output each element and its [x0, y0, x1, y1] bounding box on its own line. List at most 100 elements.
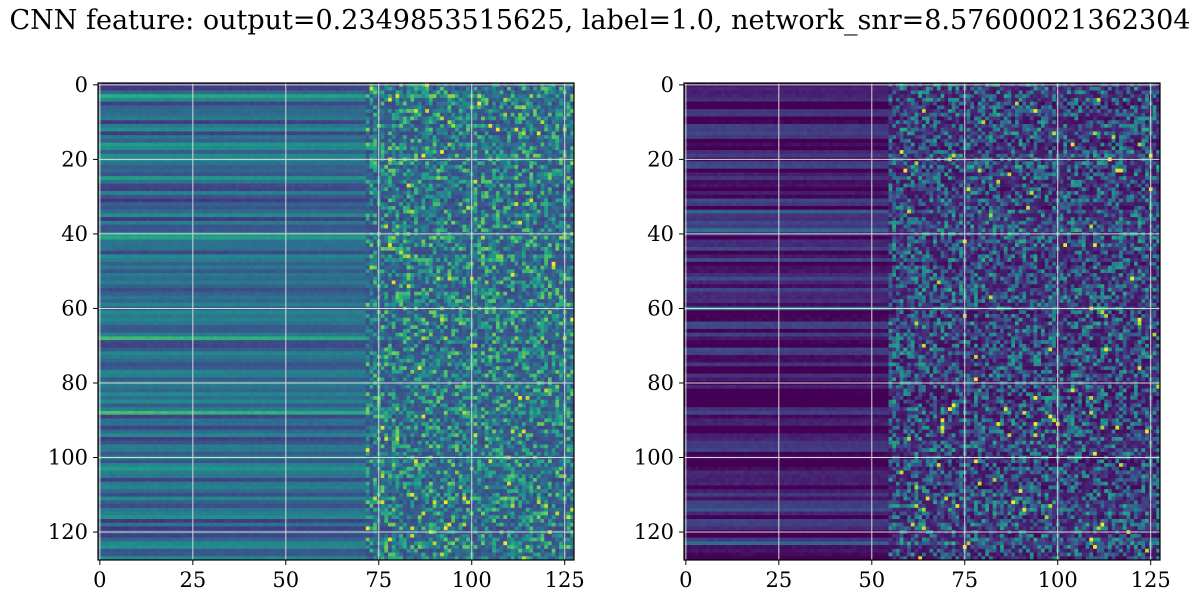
heatmap-cell: [117, 90, 121, 94]
heatmap-cell: [120, 221, 124, 225]
heatmap-cell: [358, 210, 362, 214]
heatmap-cell: [373, 195, 377, 199]
heatmap-cell: [526, 124, 530, 128]
heatmap-cell: [169, 150, 173, 154]
heatmap-cell: [448, 102, 452, 106]
heatmap-cell: [451, 172, 455, 176]
heatmap-cell: [403, 161, 407, 165]
heatmap-cell: [295, 150, 299, 154]
heatmap-cell: [459, 131, 463, 135]
heatmap-cell: [444, 146, 448, 150]
heatmap-cell: [210, 161, 214, 165]
heatmap-cell: [559, 109, 563, 113]
heatmap-cell: [117, 213, 121, 217]
heatmap-cell: [518, 87, 522, 91]
heatmap-cell: [526, 105, 530, 109]
heatmap-cell: [105, 206, 109, 210]
heatmap-cell: [418, 128, 422, 132]
heatmap-cell: [541, 165, 545, 169]
heatmap-cell: [243, 169, 247, 173]
heatmap-cell: [425, 169, 429, 173]
heatmap-cell: [317, 187, 321, 191]
heatmap-cell: [202, 154, 206, 158]
heatmap-cell: [306, 165, 310, 169]
heatmap-cell: [455, 202, 459, 206]
heatmap-cell: [303, 102, 307, 106]
heatmap-cell: [321, 124, 325, 128]
heatmap-cell: [232, 102, 236, 106]
heatmap-cell: [347, 184, 351, 188]
heatmap-cell: [172, 202, 176, 206]
heatmap-cell: [396, 180, 400, 184]
heatmap-cell: [139, 120, 143, 124]
heatmap-cell: [295, 165, 299, 169]
heatmap-cell: [541, 195, 545, 199]
heatmap-cell: [336, 187, 340, 191]
heatmap-cell: [172, 206, 176, 210]
heatmap-cell: [158, 94, 162, 98]
heatmap-cell: [403, 172, 407, 176]
heatmap-cell: [232, 191, 236, 195]
heatmap-cell: [321, 191, 325, 195]
heatmap-cell: [273, 199, 277, 203]
heatmap-cell: [414, 143, 418, 147]
heatmap-cell: [347, 135, 351, 139]
heatmap-cell: [332, 191, 336, 195]
heatmap-cell: [135, 176, 139, 180]
heatmap-cell: [321, 117, 325, 121]
heatmap-cell: [102, 90, 106, 94]
heatmap-cell: [236, 143, 240, 147]
heatmap-cell: [105, 124, 109, 128]
heatmap-cell: [381, 128, 385, 132]
heatmap-cell: [422, 146, 426, 150]
heatmap-cell: [533, 210, 537, 214]
heatmap-cell: [477, 143, 481, 147]
heatmap-cell: [522, 102, 526, 106]
heatmap-cell: [105, 154, 109, 158]
heatmap-cell: [436, 117, 440, 121]
heatmap-cell: [433, 172, 437, 176]
heatmap-cell: [172, 165, 176, 169]
heatmap-cell: [366, 172, 370, 176]
heatmap-cell: [358, 169, 362, 173]
heatmap-cell: [187, 117, 191, 121]
heatmap-cell: [362, 217, 366, 221]
heatmap-cell: [113, 187, 117, 191]
heatmap-cell: [511, 180, 515, 184]
heatmap-cell: [277, 135, 281, 139]
heatmap-cell: [128, 180, 132, 184]
heatmap-cell: [503, 120, 507, 124]
heatmap-cell: [288, 124, 292, 128]
heatmap-cell: [113, 117, 117, 121]
heatmap-cell: [474, 135, 478, 139]
heatmap-cell: [135, 150, 139, 154]
heatmap-cell: [500, 184, 504, 188]
heatmap-cell: [537, 128, 541, 132]
heatmap-cell: [184, 102, 188, 106]
heatmap-cell: [392, 105, 396, 109]
heatmap-cell: [366, 139, 370, 143]
heatmap-cell: [273, 146, 277, 150]
heatmap-cell: [299, 94, 303, 98]
heatmap-cell: [169, 165, 173, 169]
heatmap-cell: [451, 217, 455, 221]
heatmap-cell: [496, 206, 500, 210]
heatmap-cell: [139, 221, 143, 225]
heatmap-cell: [113, 113, 117, 117]
heatmap-cell: [321, 180, 325, 184]
heatmap-cell: [325, 195, 329, 199]
heatmap-cell: [184, 124, 188, 128]
heatmap-cell: [172, 124, 176, 128]
heatmap-cell: [228, 221, 232, 225]
heatmap-cell: [529, 217, 533, 221]
heatmap-cell: [533, 120, 537, 124]
heatmap-cell: [317, 172, 321, 176]
heatmap-cell: [373, 105, 377, 109]
heatmap-cell: [425, 176, 429, 180]
heatmap-cell: [544, 98, 548, 102]
heatmap-cell: [355, 176, 359, 180]
heatmap-cell: [544, 221, 548, 225]
heatmap-cell: [288, 172, 292, 176]
heatmap-cell: [258, 213, 262, 217]
heatmap-cell: [291, 102, 295, 106]
